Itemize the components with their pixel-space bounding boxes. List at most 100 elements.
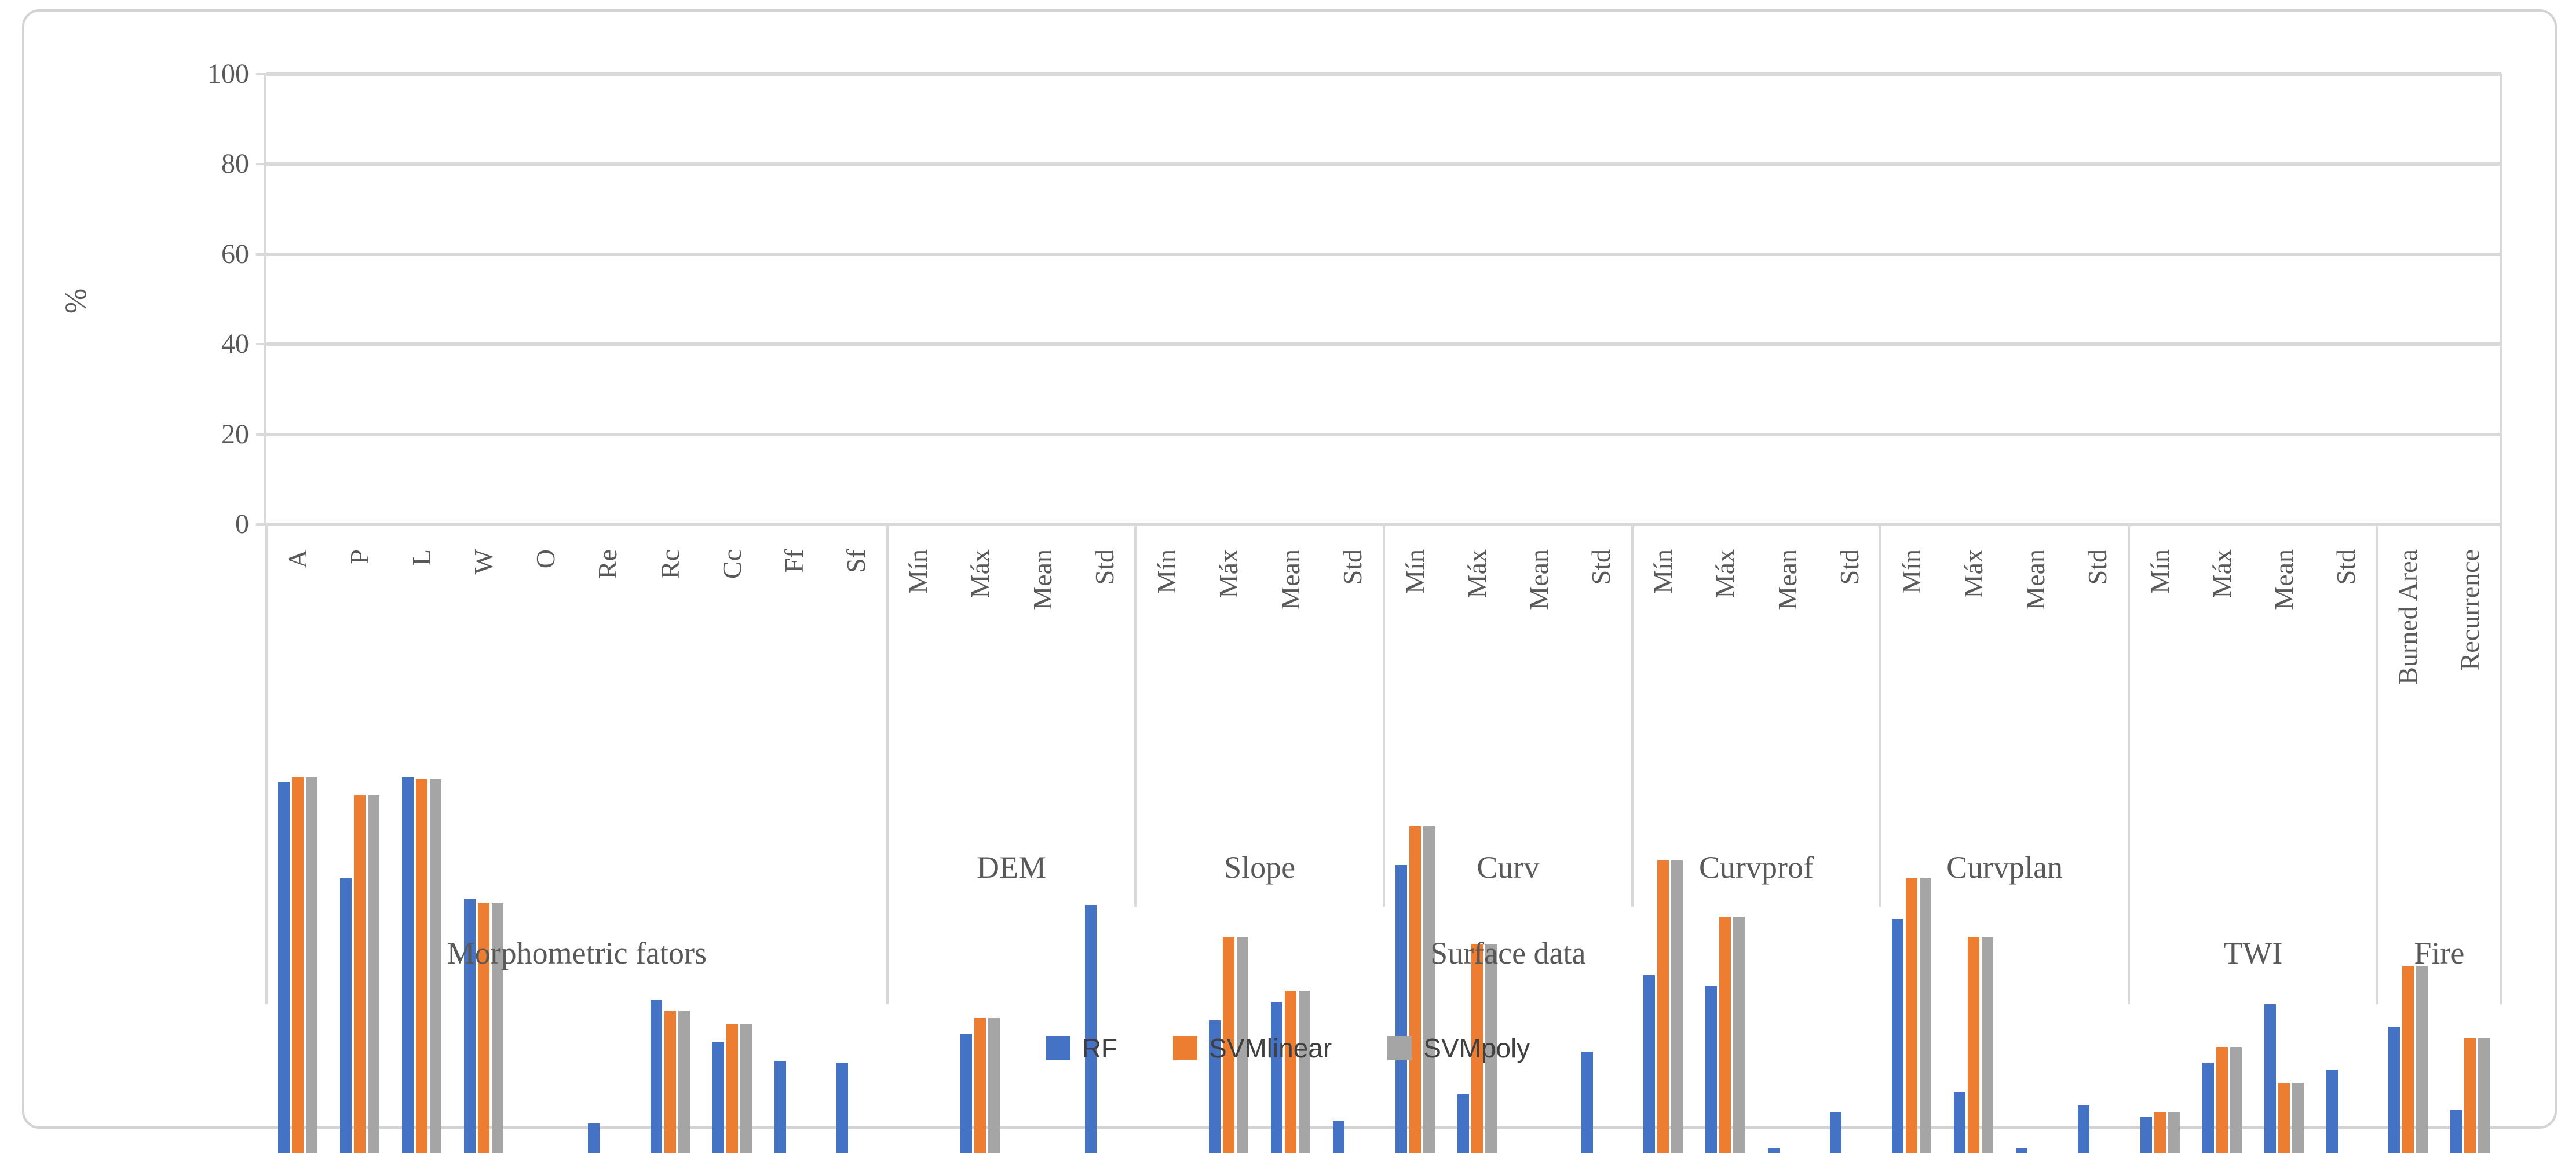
category-slot-Mín <box>1384 74 1446 1153</box>
bar-SVMpoly-Mín <box>2168 1112 2180 1153</box>
bar-SVMlinear-Mín <box>1657 860 1669 1153</box>
bar-RF-Máx <box>1209 1020 1221 1153</box>
bar-RF-Mín <box>2140 1116 2152 1153</box>
bar-SVMlinear-Máx <box>1719 916 1731 1153</box>
bar-RF-P <box>339 878 352 1153</box>
bar-SVMlinear-Mean <box>2278 1083 2290 1153</box>
y-tick-40 <box>256 343 266 346</box>
bar-SVMlinear-Máx <box>1968 936 1980 1153</box>
legend-item-RF: RF <box>1046 1032 1117 1064</box>
category-slot-Mín <box>2129 74 2191 1153</box>
bar-RF-Re <box>588 1123 600 1153</box>
category-slot-Std <box>1570 74 1632 1153</box>
bar-RF-Mín <box>1891 918 1903 1153</box>
bar-SVMpoly-Máx <box>988 1017 1000 1153</box>
divider-section <box>2128 524 2130 1004</box>
bar-RF-Std <box>1581 1051 1594 1153</box>
bar-RF-Cc <box>712 1042 724 1153</box>
gridline-100 <box>266 72 2501 76</box>
category-slot-Mín <box>887 74 949 1153</box>
category-slot-Std <box>1322 74 1384 1153</box>
category-slot-Re <box>577 74 639 1153</box>
bar-SVMpoly-A <box>305 777 317 1153</box>
subgroup-label-Curvplan: Curvplan <box>1946 850 2063 885</box>
subgroup-label-Curv: Curv <box>1477 850 1540 885</box>
bar-RF-Mean <box>1767 1148 1780 1153</box>
bar-SVMpoly-Mín <box>1423 826 1435 1153</box>
bar-SVMpoly-Mean <box>1299 991 1311 1153</box>
y-tick-label-40: 40 <box>221 329 249 360</box>
y-tick-0 <box>256 523 266 526</box>
bar-RF-Mean <box>2264 1004 2276 1153</box>
subgroup-label-Curvprof: Curvprof <box>1699 850 1814 885</box>
section-label-TWI: TWI <box>2223 936 2283 970</box>
bar-SVMlinear-Recurrence <box>2464 1038 2476 1153</box>
bar-RF-Std <box>1333 1121 1345 1153</box>
divider-section <box>2376 524 2378 1004</box>
legend-item-SVMpoly: SVMpoly <box>1387 1032 1530 1064</box>
category-slot-Mean <box>1508 74 1570 1153</box>
bar-RF-Recurrence <box>2450 1110 2462 1153</box>
category-slot-Mean <box>1756 74 1818 1153</box>
category-slot-P <box>328 74 390 1153</box>
bar-RF-L <box>401 777 414 1153</box>
plot-right-border <box>2500 74 2502 524</box>
legend-label-SVMpoly: SVMpoly <box>1423 1033 1530 1063</box>
legend-swatch-SVMlinear <box>1173 1036 1198 1060</box>
bar-RF-Mín <box>1643 975 1656 1153</box>
bar-RF-W <box>464 898 476 1153</box>
category-slot-Std <box>1818 74 1880 1153</box>
bar-SVMlinear-Máx <box>1223 936 1235 1153</box>
divider-subgroup <box>1631 524 1634 907</box>
y-tick-100 <box>256 73 266 75</box>
gridline-20 <box>266 432 2501 436</box>
category-slot-Máx <box>2191 74 2253 1153</box>
bar-SVMpoly-Máx <box>1485 943 1497 1153</box>
bar-SVMlinear-P <box>353 795 366 1153</box>
category-slot-Cc <box>701 74 763 1153</box>
bar-RF-Ff <box>774 1060 786 1153</box>
category-slot-Ff <box>763 74 825 1153</box>
y-axis-title: % <box>60 288 93 314</box>
bar-SVMlinear-Mín <box>1905 878 1917 1153</box>
bar-SVMlinear-L <box>415 779 427 1153</box>
legend-label-RF: RF <box>1081 1033 1118 1063</box>
y-tick-80 <box>256 163 266 166</box>
category-slot-Mean <box>2005 74 2067 1153</box>
bar-RF-A <box>277 781 290 1153</box>
legend-label-SVMlinear: SVMlinear <box>1209 1033 1332 1063</box>
y-tick-label-100: 100 <box>207 59 249 89</box>
bar-SVMpoly-Cc <box>740 1024 752 1153</box>
category-slot-O <box>515 74 577 1153</box>
category-slot-Std <box>2315 74 2377 1153</box>
bar-SVMlinear-Máx <box>974 1017 986 1153</box>
bar-RF-Mean <box>2016 1148 2028 1153</box>
bar-SVMpoly-Mean <box>2292 1083 2304 1153</box>
divider-section <box>886 524 889 1004</box>
y-tick-label-60: 60 <box>221 238 249 269</box>
bar-SVMlinear-Burned-Area <box>2402 966 2414 1153</box>
category-slot-Burned Area <box>2377 74 2439 1153</box>
bar-SVMpoly-Burned-Area <box>2416 966 2428 1153</box>
legend: RF SVMlinear SVMpoly <box>0 1032 2576 1064</box>
legend-item-SVMlinear: SVMlinear <box>1173 1032 1332 1064</box>
category-slot-Máx <box>1943 74 2005 1153</box>
bar-SVMpoly-W <box>492 903 504 1153</box>
bar-RF-Máx <box>2202 1063 2214 1153</box>
legend-swatch-SVMpoly <box>1387 1036 1412 1060</box>
bar-SVMlinear-Mín <box>2154 1112 2166 1153</box>
category-slot-Recurrence <box>2439 74 2501 1153</box>
section-label-Surface-data: Surface data <box>1430 936 1586 970</box>
bar-SVMpoly-Máx <box>1237 936 1249 1153</box>
divider-section-right <box>2500 524 2502 1004</box>
subgroup-label-DEM: DEM <box>977 850 1046 885</box>
category-slot-Máx <box>1694 74 1756 1153</box>
bar-RF-Std <box>1084 905 1097 1153</box>
bar-SVMlinear-Rc <box>664 1011 676 1153</box>
bar-SVMlinear-Mean <box>1285 991 1297 1153</box>
category-slot-Máx <box>1198 74 1260 1153</box>
bar-SVMlinear-A <box>291 777 304 1153</box>
bar-RF-Sf <box>836 1063 849 1153</box>
category-slot-Mín <box>1632 74 1694 1153</box>
